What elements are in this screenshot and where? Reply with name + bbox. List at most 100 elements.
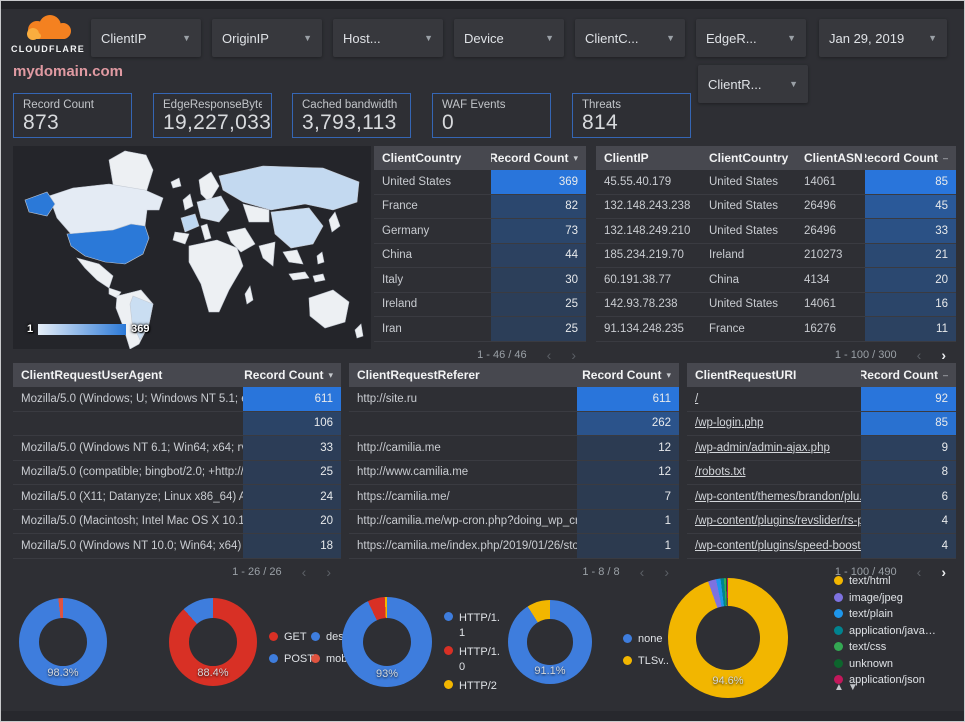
table-row[interactable]: 91.134.248.235 France 16276 11 <box>596 317 956 342</box>
table-row[interactable]: Mozilla/5.0 (Windows NT 6.1; Win64; x64;… <box>13 436 341 461</box>
uri-link[interactable]: /wp-login.php <box>695 417 764 430</box>
legend-item[interactable]: application/json <box>834 674 941 686</box>
table-row[interactable]: http://site.ru 611 <box>349 387 679 412</box>
table-row[interactable]: /robots.txt 8 <box>687 460 956 485</box>
uri-link[interactable]: / <box>695 392 699 405</box>
legend-item[interactable]: TLSv.. <box>623 655 669 667</box>
column-header[interactable]: ClientASN <box>796 151 865 165</box>
country-china <box>270 207 324 249</box>
prev-page-button[interactable]: ‹ <box>301 563 307 580</box>
table-row[interactable]: /wp-content/themes/brandon/plu... 6 <box>687 485 956 510</box>
uri-link[interactable]: /robots.txt <box>695 466 746 479</box>
next-page-button[interactable]: › <box>326 563 331 580</box>
table-row[interactable]: https://camilia.me/index.php/2019/01/26/… <box>349 534 679 559</box>
table-row[interactable]: Mozilla/5.0 (Macintosh; Intel Mac OS X 1… <box>13 509 341 534</box>
world-map[interactable]: 1 369 <box>13 146 371 350</box>
table-row[interactable]: 142.93.78.238 United States 14061 16 <box>596 292 956 317</box>
legend-item[interactable]: HTTP/1.1 <box>444 611 505 641</box>
table-row[interactable]: /wp-content/plugins/speed-booste... 4 <box>687 534 956 559</box>
filter-clientrequest[interactable]: ClientR... ▼ <box>698 65 808 103</box>
column-header[interactable]: ClientRequestReferer <box>349 368 577 382</box>
table-row[interactable]: Mozilla/5.0 (Windows NT 10.0; Win64; x64… <box>13 534 341 559</box>
legend-item[interactable]: HTTP/1.0 <box>444 645 505 675</box>
next-page-button[interactable]: › <box>571 346 576 363</box>
legend-item[interactable]: mobile <box>311 653 361 665</box>
column-header[interactable]: ClientCountry <box>701 151 796 165</box>
table-row[interactable]: China 44 <box>374 243 586 268</box>
table-row[interactable]: Iran 25 <box>374 317 586 342</box>
table-row[interactable]: 132.148.249.210 United States 26496 33 <box>596 219 956 244</box>
table-row[interactable]: /wp-content/plugins/revslider/rs-p... 4 <box>687 509 956 534</box>
donut-device-type[interactable]: 98.3% <box>19 598 107 686</box>
legend-label: text/html <box>849 575 891 587</box>
date-range-filter[interactable]: Jan 29, 2019 ▼ <box>819 19 947 57</box>
chevron-down-icon: ▼ <box>789 79 798 89</box>
filter-chip-clientc[interactable]: ClientC... ▼ <box>575 19 685 57</box>
table-row[interactable]: 60.191.38.77 China 4134 20 <box>596 268 956 293</box>
table-row[interactable]: Mozilla/5.0 (X11; Datanyze; Linux x86_64… <box>13 485 341 510</box>
uri-link[interactable]: /wp-content/plugins/speed-booste... <box>695 539 861 552</box>
donut-content-type[interactable]: 94.6% <box>668 578 788 698</box>
filter-chip-originip[interactable]: OriginIP ▼ <box>212 19 322 57</box>
column-header[interactable]: Record Count – <box>865 151 956 165</box>
column-header[interactable]: ClientRequestUserAgent <box>13 368 243 382</box>
legend-item[interactable]: none <box>623 633 669 645</box>
legend-item[interactable]: text/css <box>834 641 941 653</box>
donut-http-protocol[interactable]: 93% <box>342 597 432 687</box>
legend-item[interactable]: GET <box>269 631 314 643</box>
table-row[interactable]: France 82 <box>374 194 586 219</box>
table-row[interactable]: Italy 30 <box>374 268 586 293</box>
prev-page-button[interactable]: ‹ <box>639 563 645 580</box>
table-row[interactable]: 132.148.243.238 United States 26496 45 <box>596 194 956 219</box>
table-row[interactable]: Mozilla/5.0 (Windows; U; Windows NT 5.1;… <box>13 387 341 412</box>
table-row[interactable]: / 92 <box>687 387 956 412</box>
legend-item[interactable]: image/jpeg <box>834 592 941 604</box>
table-row[interactable]: United States 369 <box>374 170 586 195</box>
table-row[interactable]: 106 <box>13 411 341 436</box>
table-row[interactable]: http://www.camilia.me 12 <box>349 460 679 485</box>
legend-item[interactable]: POST <box>269 653 314 665</box>
legend-item[interactable]: application/javascri... <box>834 625 941 637</box>
legend-item[interactable]: unknown <box>834 658 941 670</box>
uri-link[interactable]: /wp-content/plugins/revslider/rs-p... <box>695 515 861 528</box>
table-row[interactable]: /wp-admin/admin-ajax.php 9 <box>687 436 956 461</box>
legend-item[interactable]: text/plain <box>834 608 941 620</box>
filter-chip-device[interactable]: Device ▼ <box>454 19 564 57</box>
donut-request-method[interactable]: 88.4% <box>169 598 257 686</box>
table-row[interactable]: Germany 73 <box>374 219 586 244</box>
table-row[interactable]: Ireland 25 <box>374 292 586 317</box>
legend-item[interactable]: text/html <box>834 575 941 587</box>
column-header[interactable]: ClientIP <box>596 151 701 165</box>
column-header[interactable]: Record Count ▾ <box>243 368 341 382</box>
uri-link[interactable]: /wp-admin/admin-ajax.php <box>695 441 830 454</box>
column-header[interactable]: Record Count ▾ <box>577 368 679 382</box>
legend-item[interactable]: HTTP/2 <box>444 679 505 694</box>
legend-scroll-up-icon[interactable]: ▲ <box>834 682 844 693</box>
table-row[interactable]: https://camilia.me/7 <box>349 485 679 510</box>
filter-chip-edger[interactable]: EdgeR... ▼ <box>696 19 806 57</box>
next-page-button[interactable]: › <box>941 563 946 580</box>
table-row[interactable]: /wp-login.php 85 <box>687 411 956 436</box>
table-row[interactable]: http://camilia.me/wp-cron.php?doing_wp_c… <box>349 509 679 534</box>
uri-link[interactable]: /wp-content/themes/brandon/plu... <box>695 490 861 503</box>
legend-scroll-down-icon[interactable]: ▼ <box>847 682 858 693</box>
column-header[interactable]: ClientRequestURI <box>687 368 861 382</box>
table-row[interactable]: 262 <box>349 411 679 436</box>
prev-page-button[interactable]: ‹ <box>546 346 552 363</box>
donut-tls-version[interactable]: 91.1% <box>508 600 592 684</box>
table-row[interactable]: http://camilia.me 12 <box>349 436 679 461</box>
prev-page-button[interactable]: ‹ <box>916 346 922 363</box>
next-page-button[interactable]: › <box>664 563 669 580</box>
table-row[interactable]: 185.234.219.70 Ireland 210273 21 <box>596 243 956 268</box>
column-header[interactable]: Record Count ▾ <box>491 151 586 165</box>
column-header[interactable]: ClientCountry <box>374 151 491 165</box>
filter-chip-host[interactable]: Host... ▼ <box>333 19 443 57</box>
column-header[interactable]: Record Count – <box>861 368 956 382</box>
prev-page-button[interactable]: ‹ <box>916 563 922 580</box>
table-row[interactable]: Mozilla/5.0 (compatible; bingbot/2.0; +h… <box>13 460 341 485</box>
legend-label: HTTP/1.0 <box>459 646 500 674</box>
filter-chip-clientip[interactable]: ClientIP ▼ <box>91 19 201 57</box>
next-page-button[interactable]: › <box>941 346 946 363</box>
legend-item[interactable]: deskt... <box>311 631 361 643</box>
table-row[interactable]: 45.55.40.179 United States 14061 85 <box>596 170 956 195</box>
